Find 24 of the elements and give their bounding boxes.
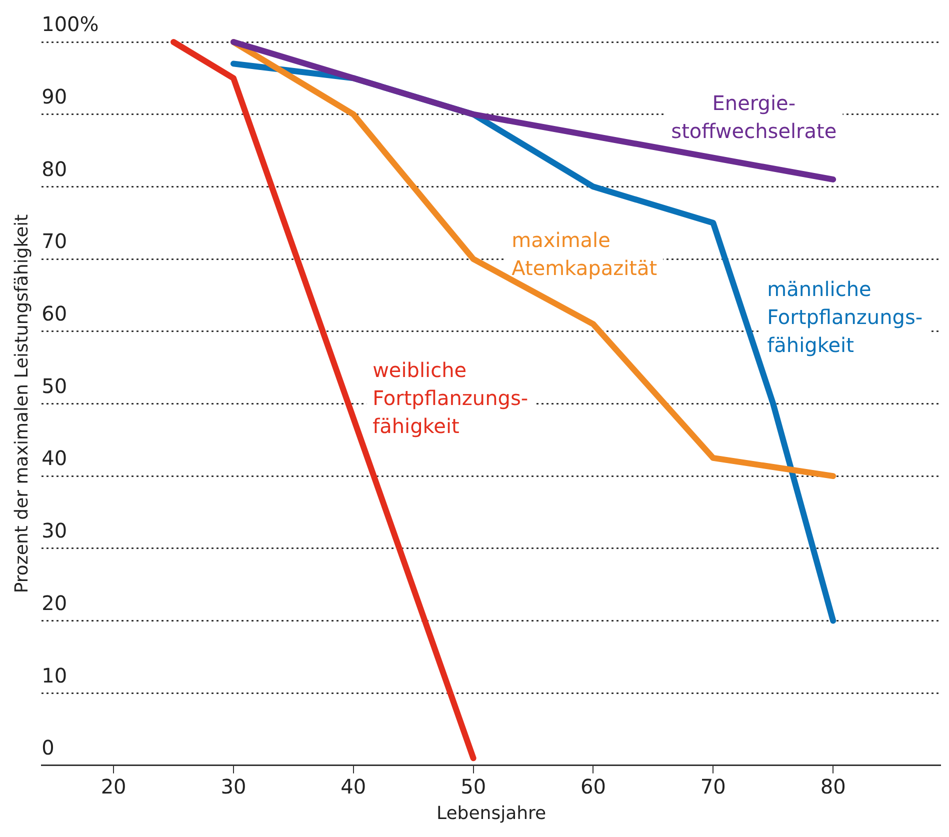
y-tick-label: 90 — [42, 84, 68, 109]
x-tick-label: 50 — [460, 774, 486, 799]
x-tick-label: 30 — [220, 774, 246, 799]
y-tick-label: 30 — [42, 518, 68, 543]
x-tick-label: 80 — [820, 774, 846, 799]
y-tick-label: 0 — [42, 736, 54, 760]
series-label: Energie- stoffwechselrate — [671, 91, 837, 144]
y-axis-title: Prozent der maximalen Leistungsfähigkeit — [11, 214, 32, 594]
y-tick-label: 20 — [42, 590, 68, 615]
x-axis-title: Lebensjahre — [436, 802, 546, 824]
x-tick-label: 70 — [700, 774, 726, 799]
y-tick-label: 50 — [42, 374, 68, 398]
series-label: männliche Fortpflanzungs- fähigkeit — [767, 277, 923, 358]
y-tick-label: 80 — [42, 156, 68, 181]
y-tick-label: 40 — [42, 446, 68, 470]
y-tick-label: 100% — [42, 12, 99, 36]
series-label: maximale Atemkapazität — [512, 228, 658, 280]
x-tick-label: 40 — [340, 774, 366, 799]
series-label: weibliche Fortpflanzungs- fähigkeit — [372, 358, 528, 438]
x-tick-label: 20 — [100, 774, 126, 799]
x-tick-label: 60 — [580, 774, 606, 799]
y-tick-label: 10 — [42, 663, 68, 688]
y-tick-label: 60 — [42, 302, 68, 326]
y-tick-label: 70 — [42, 229, 68, 254]
